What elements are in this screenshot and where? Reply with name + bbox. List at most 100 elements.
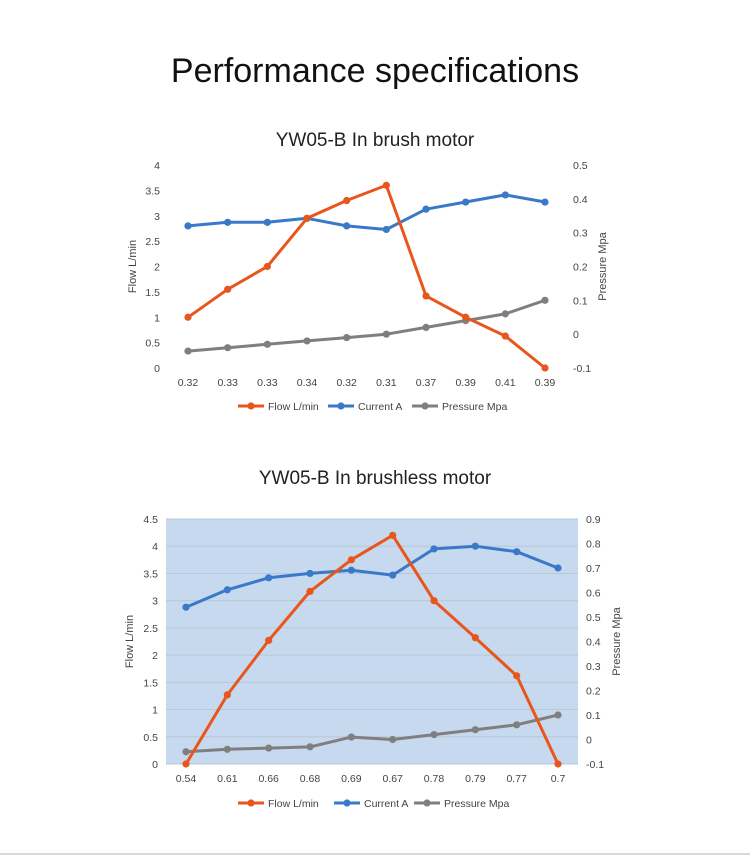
legend-label-current: Current A [358,401,402,413]
y-tick-label: 1 [152,705,158,717]
x-tick-label: 0.79 [465,773,486,785]
series-line-pressure [185,713,559,754]
y2-tick-label: 0.3 [573,228,588,240]
y2-tick-label: -0.1 [573,363,591,375]
y2-tick-label: 0 [573,329,579,341]
data-point-pressure [224,344,232,352]
x-tick-label: 0.39 [535,377,556,389]
y-tick-label: 0 [152,759,158,771]
data-point-flow [541,364,549,372]
data-point-pressure [554,711,562,719]
data-point-flow [306,587,314,596]
data-point-pressure [265,744,273,752]
x-tick-label: 0.66 [258,773,279,785]
series-line-current [185,544,559,609]
x-tick-label: 0.33 [257,377,278,389]
y-tick-label: 0.5 [143,732,158,744]
x-tick-label: 0.37 [416,377,437,389]
legend-marker-current [337,402,345,410]
chart-title: YW05-B In brush motor [276,130,475,151]
data-point-pressure [303,337,311,345]
y-tick-label: 3.5 [145,185,160,197]
series-line-flow [184,533,560,765]
data-point-pressure [389,735,397,744]
y-tick-label: 0.5 [145,338,160,350]
legend-marker-flow [247,799,255,807]
data-point-pressure [541,296,549,304]
chart-brushless-motor: YW05-B In brushless motor 0 0.5 1 1.5 2 2.5 3 3.… [0,460,750,830]
data-point-flow [422,292,430,300]
data-point-flow [462,313,470,321]
bottom-divider [0,853,750,855]
y2-tick-label: 0.1 [573,295,588,307]
legend-label-current: Current A [364,798,408,810]
data-point-pressure [382,330,390,338]
page-title: Performance specifications [170,52,580,90]
data-point-flow [303,214,311,222]
data-point-current [347,566,355,574]
series-line-pressure [187,298,546,353]
y2-tick-label: 0.3 [586,661,601,673]
x-tick-label: 0.31 [376,377,397,389]
data-point-current [382,225,390,234]
data-point-flow [263,262,271,271]
y2-tick-label: 0.2 [573,262,588,274]
data-point-current [224,218,232,226]
y2-tick-label: 0.7 [586,563,601,575]
legend-marker-pressure [423,799,431,807]
data-point-flow [223,691,231,699]
legend-label-flow: Flow L/min [268,798,319,810]
legend-label-pressure: Pressure Mpa [444,798,510,810]
data-point-current [263,218,271,226]
y2-tick-label: 0.4 [573,194,588,206]
data-point-current [182,603,190,611]
y-tick-label: 3 [154,211,160,223]
chart-brush-motor-svg: YW05-B In brush motor 0 0.5 1 1.5 2 2.5 3 3.5 4 -0… [127,130,609,413]
data-point-pressure [471,726,479,734]
data-point-flow [184,313,192,321]
chart-brushless-motor-svg: YW05-B In brushless motor 0 0.5 1 1.5 2 2.5 3 3.… [124,468,623,810]
y-tick-label: 2.5 [145,236,160,248]
data-point-current [184,222,192,230]
y-axis-title: Flow L/min [124,615,136,668]
chart-title: YW05-B In brushless motor [259,468,492,489]
data-point-flow [182,760,190,768]
y2-tick-label: 0.4 [586,637,601,649]
data-point-current [265,574,273,582]
y-tick-label: 2 [154,262,160,274]
y-tick-label: 2.5 [143,623,158,635]
data-point-pressure [422,323,430,331]
data-point-pressure [430,731,438,739]
data-point-flow [265,636,273,645]
data-point-current [541,198,549,206]
data-point-flow [224,285,232,293]
data-point-flow [554,760,562,768]
y2-tick-label: 0.2 [586,686,601,698]
data-point-pressure [501,310,509,318]
data-point-pressure [182,748,190,756]
data-point-flow [501,332,509,340]
data-point-current [306,569,314,578]
data-point-flow [382,181,390,189]
data-point-pressure [513,721,521,729]
y-tick-label: 4 [152,541,158,553]
x-tick-label: 0.69 [341,773,362,785]
y-tick-label: 3 [152,596,158,608]
legend-marker-current [343,799,351,807]
x-tick-label: 0.7 [551,773,566,785]
data-point-current [389,571,397,579]
y2-axis-title: Pressure Mpa [597,231,609,300]
y2-axis-title: Pressure Mpa [611,606,623,675]
data-point-pressure [347,733,355,741]
legend-marker-pressure [421,402,429,410]
data-point-pressure [184,347,192,355]
y-tick-label: 3.5 [143,568,158,580]
series-line-flow [187,183,546,370]
data-point-current [223,586,231,594]
data-point-pressure [223,745,231,753]
y2-tick-label: 0.9 [586,514,601,526]
y2-tick-label: 0.6 [586,588,601,600]
data-point-current [343,222,351,230]
y-tick-label: 0 [154,363,160,375]
y-tick-label: 4 [154,160,160,172]
